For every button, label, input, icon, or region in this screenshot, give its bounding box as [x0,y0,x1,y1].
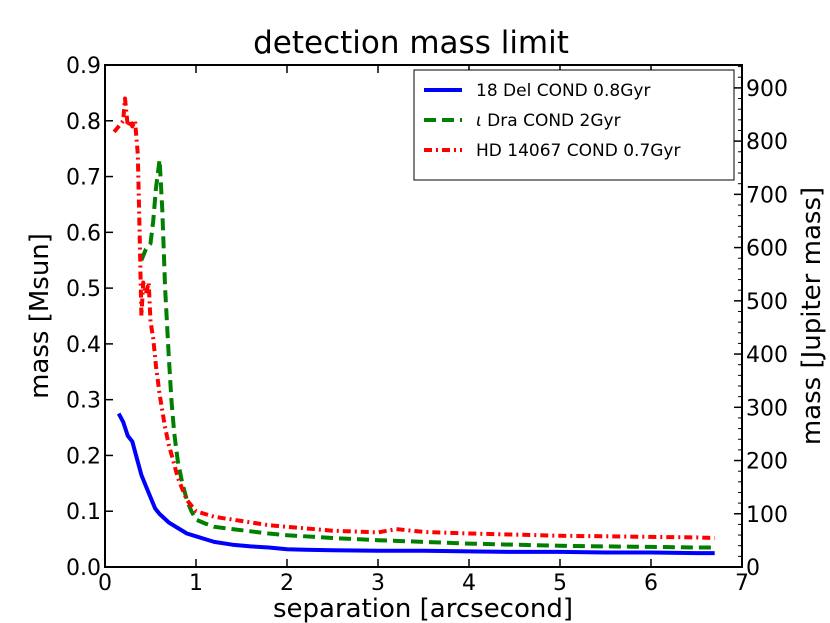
plot-curves [112,96,715,556]
legend-label-1: ι Dra COND 2Gyr [476,111,621,131]
y-right-tick-label-4: 400 [746,343,788,368]
legend-label-text-2: HD 14067 COND 0.7Gyr [476,141,680,161]
legend: 18 Del COND 0.8Gyr ι Dra COND 2Gyr HD 1406… [413,69,735,181]
y-right-tick-label-8: 800 [746,130,788,155]
y-tick-label-5: 0.5 [66,277,101,302]
legend-frame [413,69,735,181]
y-right-tick-label-6: 600 [746,237,788,262]
y-right-tick-label-2: 200 [746,450,788,475]
y-tick-label-1: 0.1 [66,500,101,525]
x-tick-label-2: 2 [280,571,294,596]
legend-label-text-1: Dra COND 2Gyr [482,111,621,131]
legend-label-text-0: 18 Del COND 0.8Gyr [476,81,650,101]
series-line-1 [139,157,715,550]
y-right-tick-label-9: 900 [746,77,788,102]
legend-label-0: 18 Del COND 0.8Gyr [476,81,650,101]
x-tick-label-4: 4 [462,571,476,596]
legend-label-symbol-1: ι [476,111,482,131]
x-tick-label-6: 6 [644,571,658,596]
x-tick-label-3: 3 [371,571,385,596]
y-right-axis-label: mass [Jupiter mass] [797,187,827,445]
y-right-tick-label-0: 0 [746,556,760,581]
y-tick-label-4: 0.4 [66,333,101,358]
y-tick-label-3: 0.3 [66,389,101,414]
y-right-tick-label-7: 700 [746,183,788,208]
y-tick-label-0: 0.0 [66,556,101,581]
chart-title: detection mass limit [253,25,569,61]
x-tick-label-1: 1 [189,571,203,596]
y-tick-label-9: 0.9 [66,54,101,79]
axis-ticks: 0 1 2 3 4 5 6 7 0.0 0.1 0.2 0.3 0.4 0.5 0.6 0.7 0.8 0.9 0 1… [66,54,788,596]
legend-label-2: HD 14067 COND 0.7Gyr [476,141,680,161]
y-axis-label: mass [Msun] [25,233,55,399]
x-axis-label: separation [arcsecond] [273,594,573,623]
x-tick-label-7: 7 [735,571,749,596]
y-tick-label-6: 0.6 [66,221,101,246]
y-tick-label-7: 0.7 [66,166,101,191]
y-right-tick-label-3: 300 [746,396,788,421]
x-tick-label-5: 5 [553,571,567,596]
plot-frame [104,64,743,568]
y-tick-label-2: 0.2 [66,444,101,469]
y-tick-label-8: 0.8 [66,110,101,135]
series-line-0 [116,412,715,556]
y-right-tick-label-5: 500 [746,290,788,315]
x-tick-label-0: 0 [98,571,112,596]
y-right-tick-label-1: 100 [746,503,788,528]
